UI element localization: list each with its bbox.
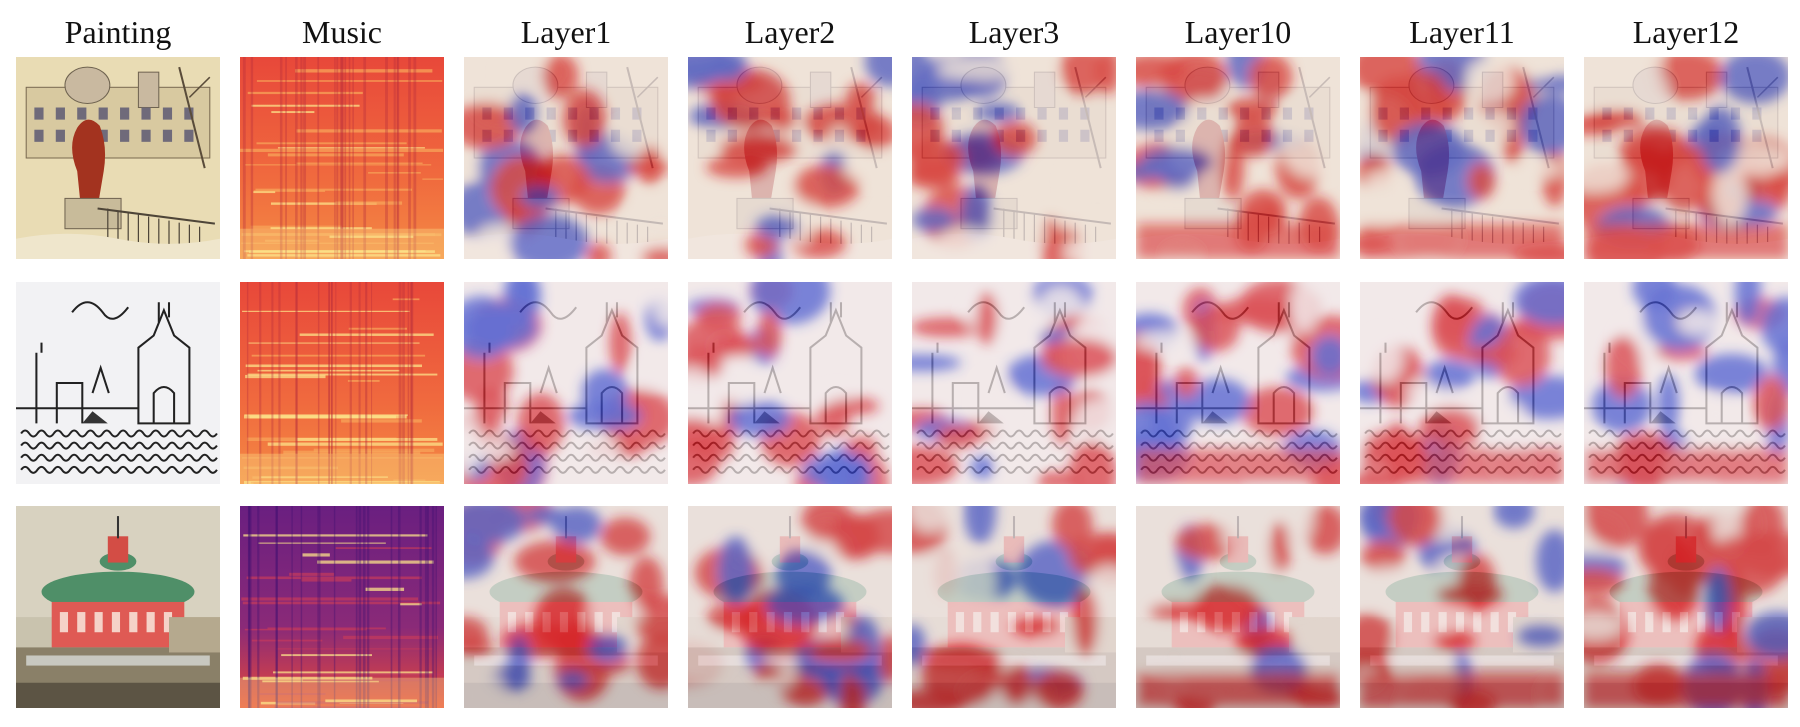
attention-image (912, 57, 1116, 259)
attention-image (1360, 282, 1564, 484)
panel-row-3-layer1 (464, 506, 668, 708)
panel-row-3-layer12 (1584, 506, 1788, 708)
attention-image (688, 57, 892, 259)
spectrogram-image (240, 57, 444, 259)
column-header-layer3: Layer3 (968, 14, 1060, 50)
attention-image (1584, 506, 1788, 708)
attention-image (1360, 57, 1564, 259)
column-header-layer11: Layer11 (1409, 14, 1515, 50)
panel-row-3-painting (16, 506, 220, 708)
panel-row-2-layer1 (464, 282, 668, 484)
panel-row-1-layer11 (1360, 57, 1564, 259)
panel-row-3-layer2 (688, 506, 892, 708)
painting-image (16, 282, 220, 484)
attention-image (1136, 57, 1340, 259)
panel-row-1-layer2 (688, 57, 892, 259)
panel-row-3-layer3 (912, 506, 1116, 708)
panel-row-1-layer1 (464, 57, 668, 259)
attention-image (464, 57, 668, 259)
attention-image (912, 506, 1116, 708)
painting-image (16, 506, 220, 708)
panel-row-1-layer12 (1584, 57, 1788, 259)
panel-row-1-painting (16, 57, 220, 259)
panel-row-1-music (240, 57, 444, 259)
panel-row-1-layer3 (912, 57, 1116, 259)
attention-image (688, 506, 892, 708)
panel-row-2-layer12 (1584, 282, 1788, 484)
attention-image (1136, 282, 1340, 484)
attention-image (1584, 57, 1788, 259)
attention-image (1584, 282, 1788, 484)
panel-row-2-layer10 (1136, 282, 1340, 484)
column-header-layer12: Layer12 (1632, 14, 1740, 50)
panel-row-3-music (240, 506, 444, 708)
panel-row-1-layer10 (1136, 57, 1340, 259)
attention-image (1136, 506, 1340, 708)
column-header-layer10: Layer10 (1184, 14, 1292, 50)
spectrogram-image (240, 282, 444, 484)
column-header-layer1: Layer1 (520, 14, 612, 50)
column-header-layer2: Layer2 (744, 14, 836, 50)
panel-row-2-layer11 (1360, 282, 1564, 484)
attention-image (464, 282, 668, 484)
panel-row-2-layer3 (912, 282, 1116, 484)
panel-row-2-music (240, 282, 444, 484)
painting-image (16, 57, 220, 259)
panel-row-2-painting (16, 282, 220, 484)
attention-image (912, 282, 1116, 484)
attention-image (688, 282, 892, 484)
attention-image (1360, 506, 1564, 708)
spectrogram-image (240, 506, 444, 708)
attention-image (464, 506, 668, 708)
panel-row-2-layer2 (688, 282, 892, 484)
column-header-music: Music (302, 14, 382, 50)
panel-row-3-layer10 (1136, 506, 1340, 708)
column-header-painting: Painting (64, 14, 172, 50)
panel-row-3-layer11 (1360, 506, 1564, 708)
